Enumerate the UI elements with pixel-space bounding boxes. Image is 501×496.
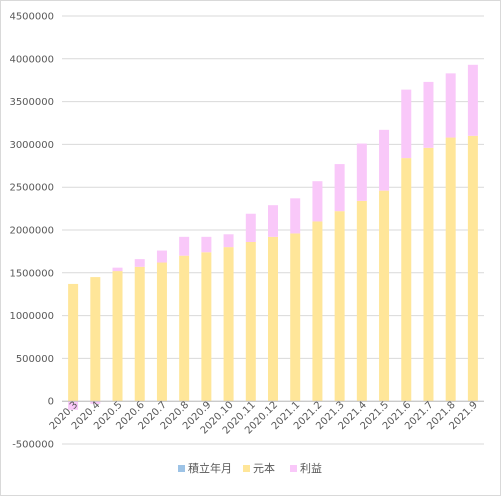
y-tick-label: 1000000: [9, 311, 54, 322]
legend-label: 積立年月: [188, 461, 232, 475]
bar-profit-2020.12: [268, 205, 278, 237]
bar-profit-2020.5: [112, 267, 123, 272]
bar-profit-2020.6: [134, 259, 145, 267]
bar-profit-2021.3: [334, 164, 345, 212]
bar-principal-2020.12: [268, 236, 278, 402]
y-tick-label: 1500000: [9, 268, 54, 279]
bar-principal-2020.11: [245, 241, 256, 402]
legend-swatch: [178, 465, 185, 472]
y-tick-label: 3500000: [9, 97, 54, 108]
y-tick-label: 2000000: [9, 226, 54, 237]
bar-principal-2020.9: [201, 252, 212, 402]
legend: 積立年月 元本 利益: [178, 461, 322, 475]
bar-profit-2020.3: [68, 401, 79, 410]
bars: [68, 64, 478, 410]
legend-label: 元本: [253, 461, 275, 475]
legend-swatch: [290, 465, 297, 472]
y-tick-label: 4000000: [9, 54, 54, 65]
bar-principal-2021.9: [467, 135, 478, 402]
y-tick-label: -500000: [12, 440, 54, 451]
legend-label: 利益: [300, 461, 322, 475]
bar-profit-2021.4: [356, 143, 367, 201]
bar-principal-2020.5: [112, 271, 123, 402]
bar-profit-2020.10: [223, 234, 234, 248]
bar-principal-2021.6: [401, 158, 412, 402]
bar-principal-2021.1: [290, 233, 301, 402]
bar-profit-2021.5: [379, 129, 390, 191]
bar-profit-2021.7: [423, 81, 434, 148]
bar-principal-2021.7: [423, 147, 434, 402]
bar-principal-2021.3: [334, 211, 345, 402]
y-tick-label: 3000000: [9, 140, 54, 151]
bar-profit-2021.8: [445, 73, 456, 138]
bar-profit-2021.6: [401, 89, 412, 159]
bar-profit-2021.2: [312, 181, 323, 222]
bar-principal-2021.5: [379, 190, 390, 402]
bar-principal-2021.2: [312, 221, 323, 402]
bar-profit-2020.9: [201, 236, 212, 253]
bar-profit-2020.7: [156, 250, 167, 263]
bar-profit-2021.1: [290, 198, 301, 234]
y-tick-label: 0: [48, 397, 54, 408]
y-tick-label: 500000: [16, 354, 54, 365]
y-axis-tick-labels: 4500000 4000000 3500000 3000000 2500000 20000…: [9, 12, 54, 451]
bar-profit-2021.9: [467, 64, 478, 136]
bar-principal-2020.6: [134, 266, 145, 402]
bar-principal-2021.8: [445, 137, 456, 402]
bar-principal-2020.8: [179, 255, 190, 402]
bar-profit-2020.8: [179, 236, 190, 256]
bar-principal-2020.7: [156, 262, 167, 402]
y-tick-label: 4500000: [9, 12, 54, 23]
legend-swatch: [243, 465, 250, 472]
bar-principal-2020.3: [68, 283, 79, 402]
y-tick-label: 2500000: [9, 183, 54, 194]
x-axis-tick-labels: 2020.32020.42020.52020.62020.72020.82020…: [48, 400, 480, 437]
bar-principal-2020.10: [223, 247, 234, 402]
bar-profit-2020.11: [245, 213, 256, 242]
bar-principal-2020.4: [90, 277, 101, 402]
bar-profit-2020.4: [90, 401, 101, 404]
bar-principal-2021.4: [356, 200, 367, 402]
